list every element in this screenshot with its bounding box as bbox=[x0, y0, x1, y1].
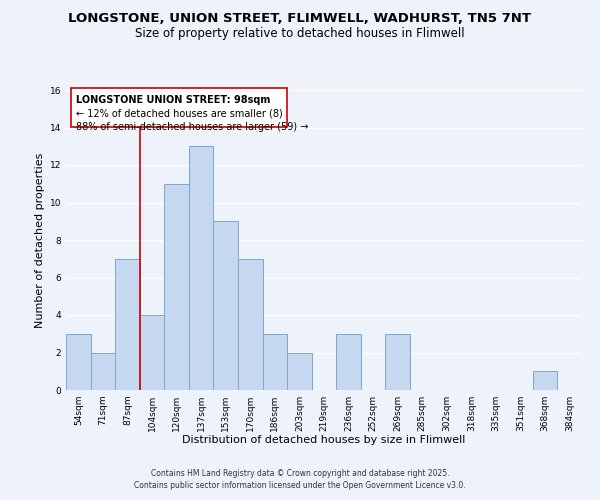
Bar bbox=[66, 334, 91, 390]
Text: Contains public sector information licensed under the Open Government Licence v3: Contains public sector information licen… bbox=[134, 481, 466, 490]
Bar bbox=[287, 352, 312, 390]
Text: ← 12% of detached houses are smaller (8): ← 12% of detached houses are smaller (8) bbox=[76, 108, 283, 118]
Text: LONGSTONE, UNION STREET, FLIMWELL, WADHURST, TN5 7NT: LONGSTONE, UNION STREET, FLIMWELL, WADHU… bbox=[68, 12, 532, 26]
Bar bbox=[336, 334, 361, 390]
Bar bbox=[263, 334, 287, 390]
Bar bbox=[214, 221, 238, 390]
Bar bbox=[189, 146, 214, 390]
Bar bbox=[71, 88, 287, 126]
Bar bbox=[91, 352, 115, 390]
Text: Size of property relative to detached houses in Flimwell: Size of property relative to detached ho… bbox=[135, 28, 465, 40]
Y-axis label: Number of detached properties: Number of detached properties bbox=[35, 152, 46, 328]
X-axis label: Distribution of detached houses by size in Flimwell: Distribution of detached houses by size … bbox=[182, 436, 466, 446]
Bar bbox=[140, 315, 164, 390]
Text: Contains HM Land Registry data © Crown copyright and database right 2025.: Contains HM Land Registry data © Crown c… bbox=[151, 468, 449, 477]
Bar bbox=[115, 259, 140, 390]
Bar bbox=[385, 334, 410, 390]
Bar bbox=[238, 259, 263, 390]
Bar bbox=[164, 184, 189, 390]
Text: 88% of semi-detached houses are larger (59) →: 88% of semi-detached houses are larger (… bbox=[76, 122, 308, 132]
Text: LONGSTONE UNION STREET: 98sqm: LONGSTONE UNION STREET: 98sqm bbox=[76, 94, 270, 104]
Bar bbox=[533, 371, 557, 390]
